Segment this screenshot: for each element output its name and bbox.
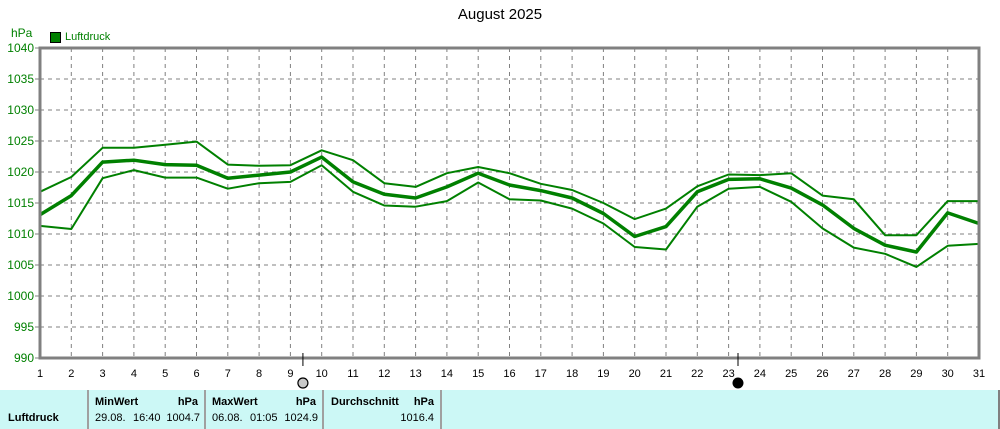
series-line <box>39 140 979 237</box>
x-tick-label: 26 <box>816 368 828 380</box>
min-time: 16:40 <box>133 412 161 424</box>
x-tick-label: 17 <box>535 368 547 380</box>
x-tick-label: 29 <box>910 368 922 380</box>
chart-title: August 2025 <box>457 6 543 23</box>
x-tick-label: 5 <box>162 368 168 380</box>
x-axis-ticks: 1 2 3 4 5 6 7 8 9 10 11 12 13 14 15 16 17 18 19 20 21 22 23 24 2… <box>37 368 985 380</box>
x-tick-label: 25 <box>785 368 797 380</box>
min-value: 1004.7 <box>166 412 200 424</box>
min-header: MinWert <box>95 396 139 408</box>
y-tick-label: 1025 <box>7 134 34 148</box>
y-tick-label: 995 <box>14 320 34 334</box>
series-line <box>39 164 980 268</box>
stats-max-cell: MaxWert hPa 06.08. 01:05 1024.9 <box>206 390 324 429</box>
x-tick-label: 31 <box>973 368 985 380</box>
x-tick-label: 21 <box>660 368 672 380</box>
stats-panel: Luftdruck MinWert hPa 29.08. 16:40 1004.… <box>0 390 1000 429</box>
y-axis-unit: hPa <box>11 26 33 40</box>
x-tick-label: 8 <box>256 368 262 380</box>
max-value: 1024.9 <box>284 412 318 424</box>
y-tick-label: 1015 <box>7 196 34 210</box>
x-tick-label: 27 <box>848 368 860 380</box>
x-tick-label: 6 <box>193 368 199 380</box>
x-tick-label: 12 <box>378 368 390 380</box>
y-tick-label: 1005 <box>7 258 34 272</box>
legend: Luftdruck <box>50 31 110 43</box>
legend-swatch-icon <box>50 31 61 43</box>
y-tick-label: 1035 <box>7 72 34 86</box>
min-date: 29.08. <box>95 412 126 424</box>
y-tick-label: 1010 <box>7 227 34 241</box>
x-tick-label: 10 <box>316 368 328 380</box>
max-date: 06.08. <box>212 412 243 424</box>
x-tick-label: 24 <box>754 368 766 380</box>
x-tick-label: 13 <box>409 368 421 380</box>
y-tick-label: 1030 <box>7 103 34 117</box>
x-tick-label: 16 <box>503 368 515 380</box>
x-tick-label: 18 <box>566 368 578 380</box>
x-tick-label: 11 <box>347 368 358 380</box>
x-tick-label: 30 <box>942 368 954 380</box>
max-unit: hPa <box>295 396 316 408</box>
x-tick-label: 1 <box>37 368 43 380</box>
series-line <box>39 155 980 254</box>
stats-row-label-cell: Luftdruck <box>0 390 89 429</box>
legend-label: Luftdruck <box>65 31 111 43</box>
stats-min-cell: MinWert hPa 29.08. 16:40 1004.7 <box>89 390 206 429</box>
avg-header: Durchschnitt <box>331 396 399 408</box>
moon-phase-markers <box>297 353 744 389</box>
min-unit: hPa <box>177 396 198 408</box>
stats-row-label: Luftdruck <box>8 412 59 424</box>
y-tick-label: 1040 <box>7 41 34 55</box>
plot-frame <box>38 46 981 360</box>
x-tick-label: 14 <box>441 368 453 380</box>
x-tick-label: 7 <box>225 368 231 380</box>
pressure-chart: 9909951000100510101015102010251030103510… <box>7 41 985 389</box>
y-tick-label: 990 <box>14 351 34 365</box>
y-tick-label: 1000 <box>7 289 34 303</box>
stats-empty-cell <box>442 390 998 429</box>
y-axis-ticks: 990 995 1000 1005 1010 1015 1020 1025 1030 1035 10… <box>7 41 40 365</box>
x-tick-label: 28 <box>879 368 891 380</box>
x-tick-label: 4 <box>131 368 137 380</box>
x-tick-label: 9 <box>287 368 293 380</box>
y-tick-label: 1020 <box>7 165 34 179</box>
stats-avg-cell: Durchschnitt hPa 1016.4 <box>324 390 442 429</box>
x-tick-label: 2 <box>68 368 74 380</box>
x-tick-label: 19 <box>597 368 609 380</box>
data-lines <box>39 140 980 268</box>
full-moon-icon <box>297 377 309 389</box>
x-tick-label: 3 <box>100 368 106 380</box>
max-header: MaxWert <box>212 396 258 408</box>
x-tick-label: 15 <box>472 368 484 380</box>
x-tick-label: 23 <box>722 368 734 380</box>
avg-unit: hPa <box>413 396 434 408</box>
x-tick-label: 20 <box>629 368 641 380</box>
max-time: 01:05 <box>250 412 278 424</box>
avg-value: 1016.4 <box>400 412 434 424</box>
x-tick-label: 22 <box>691 368 703 380</box>
grid-lines <box>40 48 979 358</box>
new-moon-icon <box>732 377 744 389</box>
